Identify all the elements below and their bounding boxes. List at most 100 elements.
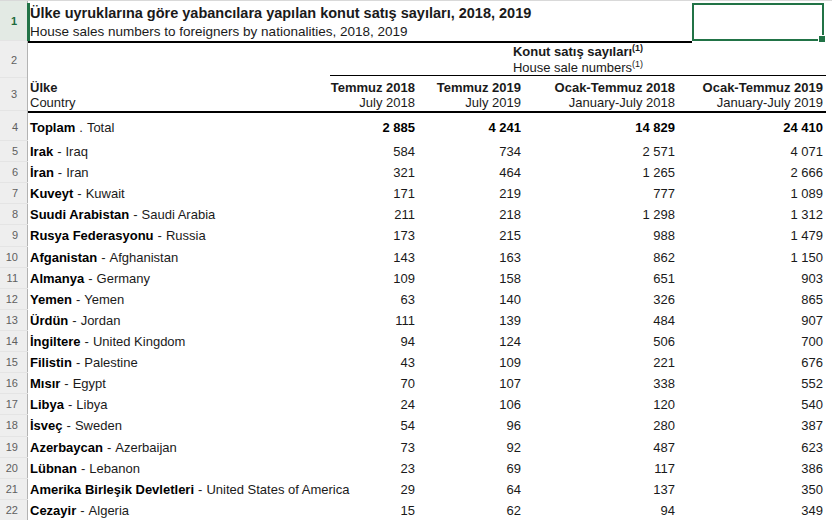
- value-cell[interactable]: 62: [418, 503, 524, 518]
- country-cell[interactable]: Ürdün-Jordan: [28, 313, 330, 328]
- value-cell[interactable]: 23: [330, 461, 418, 476]
- row-number[interactable]: 16: [0, 373, 28, 394]
- row-number[interactable]: 14: [0, 331, 28, 352]
- value-cell[interactable]: 584: [330, 144, 418, 159]
- value-cell[interactable]: 109: [418, 355, 524, 370]
- value-cell[interactable]: 107: [418, 376, 524, 391]
- value-cell[interactable]: 2 885: [330, 120, 418, 135]
- row-number[interactable]: 18: [0, 415, 28, 436]
- value-cell[interactable]: 218: [418, 207, 524, 222]
- value-cell[interactable]: 63: [330, 292, 418, 307]
- country-cell[interactable]: İran-Iran: [28, 165, 330, 180]
- value-cell[interactable]: 96: [418, 418, 524, 433]
- value-cell[interactable]: 2 571: [524, 144, 678, 159]
- value-cell[interactable]: 140: [418, 292, 524, 307]
- value-cell[interactable]: 338: [524, 376, 678, 391]
- row-number[interactable]: 9: [0, 225, 28, 246]
- value-cell[interactable]: 70: [330, 376, 418, 391]
- value-cell[interactable]: 29: [330, 482, 418, 497]
- value-cell[interactable]: 54: [330, 418, 418, 433]
- country-cell[interactable]: Toplam.Total: [28, 120, 330, 135]
- country-cell[interactable]: Filistin-Palestine: [28, 355, 330, 370]
- value-cell[interactable]: 506: [524, 334, 678, 349]
- value-cell[interactable]: 484: [524, 313, 678, 328]
- value-cell[interactable]: 117: [524, 461, 678, 476]
- value-cell[interactable]: 211: [330, 207, 418, 222]
- value-cell[interactable]: 24: [330, 397, 418, 412]
- value-cell[interactable]: 464: [418, 165, 524, 180]
- value-cell[interactable]: 1 312: [678, 207, 826, 222]
- value-cell[interactable]: 43: [330, 355, 418, 370]
- country-cell[interactable]: Cezayir-Algeria: [28, 503, 330, 518]
- value-cell[interactable]: 321: [330, 165, 418, 180]
- value-cell[interactable]: 387: [678, 418, 826, 433]
- value-cell[interactable]: 4 241: [418, 120, 524, 135]
- country-cell[interactable]: Azerbaycan-Azerbaijan: [28, 440, 330, 455]
- row-header-1[interactable]: 1: [0, 1, 27, 41]
- value-cell[interactable]: 1 298: [524, 207, 678, 222]
- value-cell[interactable]: 221: [524, 355, 678, 370]
- row-header-2[interactable]: 2: [0, 43, 27, 78]
- country-cell[interactable]: Suudi Arabistan-Saudi Arabia: [28, 207, 330, 222]
- value-cell[interactable]: 139: [418, 313, 524, 328]
- value-cell[interactable]: 988: [524, 228, 678, 243]
- value-cell[interactable]: 215: [418, 228, 524, 243]
- value-cell[interactable]: 163: [418, 250, 524, 265]
- value-cell[interactable]: 651: [524, 271, 678, 286]
- country-cell[interactable]: Kuveyt-Kuwait: [28, 186, 330, 201]
- value-cell[interactable]: 219: [418, 186, 524, 201]
- value-cell[interactable]: 137: [524, 482, 678, 497]
- row-number[interactable]: 20: [0, 458, 28, 479]
- value-cell[interactable]: 143: [330, 250, 418, 265]
- value-cell[interactable]: 109: [330, 271, 418, 286]
- value-cell[interactable]: 173: [330, 228, 418, 243]
- value-cell[interactable]: 171: [330, 186, 418, 201]
- value-cell[interactable]: 350: [678, 482, 826, 497]
- value-cell[interactable]: 386: [678, 461, 826, 476]
- value-cell[interactable]: 552: [678, 376, 826, 391]
- value-cell[interactable]: 326: [524, 292, 678, 307]
- value-cell[interactable]: 1 265: [524, 165, 678, 180]
- value-cell[interactable]: 158: [418, 271, 524, 286]
- period-header-cell[interactable]: Temmuz 2018 July 2018: [330, 80, 418, 110]
- country-cell[interactable]: Libya-Libya: [28, 397, 330, 412]
- value-cell[interactable]: 700: [678, 334, 826, 349]
- value-cell[interactable]: 124: [418, 334, 524, 349]
- value-cell[interactable]: 15: [330, 503, 418, 518]
- value-cell[interactable]: 1 150: [678, 250, 826, 265]
- row-number[interactable]: 6: [0, 162, 28, 183]
- value-cell[interactable]: 349: [678, 503, 826, 518]
- value-cell[interactable]: 865: [678, 292, 826, 307]
- row-number[interactable]: 11: [0, 268, 28, 289]
- country-cell[interactable]: Yemen-Yemen: [28, 292, 330, 307]
- row-number[interactable]: 5: [0, 141, 28, 162]
- row-number[interactable]: 12: [0, 289, 28, 310]
- row-number[interactable]: 4: [0, 113, 28, 141]
- value-cell[interactable]: 540: [678, 397, 826, 412]
- value-cell[interactable]: 69: [418, 461, 524, 476]
- value-cell[interactable]: 487: [524, 440, 678, 455]
- row-number[interactable]: 22: [0, 500, 28, 520]
- value-cell[interactable]: 777: [524, 186, 678, 201]
- period-header-cell[interactable]: Ocak-Temmuz 2018 January-July 2018: [524, 80, 678, 110]
- value-cell[interactable]: 120: [524, 397, 678, 412]
- row-number[interactable]: 21: [0, 479, 28, 500]
- row-number[interactable]: 15: [0, 352, 28, 373]
- value-cell[interactable]: 4 071: [678, 144, 826, 159]
- row-number[interactable]: 8: [0, 204, 28, 225]
- country-cell[interactable]: Afganistan-Afghanistan: [28, 250, 330, 265]
- fill-handle[interactable]: [818, 35, 826, 43]
- value-cell[interactable]: 94: [330, 334, 418, 349]
- country-cell[interactable]: Rusya Federasyonu-Russia: [28, 228, 330, 243]
- value-cell[interactable]: 862: [524, 250, 678, 265]
- value-cell[interactable]: 14 829: [524, 120, 678, 135]
- value-cell[interactable]: 111: [330, 313, 418, 328]
- row-number[interactable]: 13: [0, 310, 28, 331]
- value-cell[interactable]: 64: [418, 482, 524, 497]
- value-cell[interactable]: 1 089: [678, 186, 826, 201]
- value-cell[interactable]: 2 666: [678, 165, 826, 180]
- country-cell[interactable]: Irak-Iraq: [28, 144, 330, 159]
- country-cell[interactable]: Amerika Birleşik Devletleri-United State…: [28, 482, 330, 497]
- value-cell[interactable]: 623: [678, 440, 826, 455]
- value-cell[interactable]: 676: [678, 355, 826, 370]
